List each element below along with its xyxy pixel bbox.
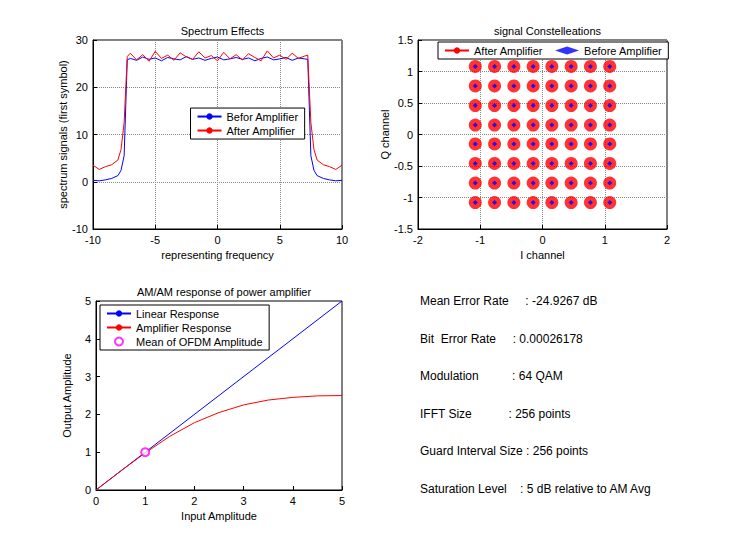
svg-text:1: 1 xyxy=(142,495,148,507)
svg-text:representing frequency: representing frequency xyxy=(161,249,274,261)
svg-text:After Amplifier: After Amplifier xyxy=(474,45,543,57)
svg-text:-1.5: -1.5 xyxy=(394,223,413,235)
svg-text:5: 5 xyxy=(85,295,91,307)
svg-text:30: 30 xyxy=(76,34,88,46)
svg-text:0: 0 xyxy=(407,129,413,141)
svg-text:Befor Amplifier: Befor Amplifier xyxy=(227,111,299,123)
svg-text:10: 10 xyxy=(336,234,348,246)
svg-text:Saturation Level : 5 dB rel: Saturation Level : 5 dB relative to AM A… xyxy=(420,482,651,496)
svg-text:-10: -10 xyxy=(72,223,88,235)
svg-text:Amplifier Response: Amplifier Response xyxy=(136,322,231,334)
svg-text:4: 4 xyxy=(290,495,296,507)
svg-text:5: 5 xyxy=(339,495,345,507)
svg-text:Output Amplitude: Output Amplitude xyxy=(61,353,73,437)
svg-text:Before Amplifier: Before Amplifier xyxy=(584,45,662,57)
svg-text:1.5: 1.5 xyxy=(398,34,413,46)
svg-text:-1: -1 xyxy=(403,192,413,204)
svg-text:Bit Error Rate : 0.000261: Bit Error Rate : 0.00026178 xyxy=(420,332,583,346)
svg-text:0: 0 xyxy=(93,495,99,507)
svg-text:2: 2 xyxy=(191,495,197,507)
svg-text:0: 0 xyxy=(85,484,91,496)
svg-text:Mean of OFDM Amplitude: Mean of OFDM Amplitude xyxy=(136,336,263,348)
svg-text:1: 1 xyxy=(602,234,608,246)
svg-text:Input Amplitude: Input Amplitude xyxy=(181,510,257,522)
svg-text:-1: -1 xyxy=(475,234,485,246)
svg-text:2: 2 xyxy=(664,234,670,246)
svg-text:0.5: 0.5 xyxy=(398,97,413,109)
svg-text:IFFT Size : 256 poin: IFFT Size : 256 points xyxy=(420,407,571,421)
svg-text:Modulation : 64 QAM: Modulation : 64 QAM xyxy=(420,369,563,383)
svg-text:10: 10 xyxy=(76,129,88,141)
svg-text:0: 0 xyxy=(214,234,220,246)
svg-text:Guard Interval Size : 256 poin: Guard Interval Size : 256 points xyxy=(420,444,588,458)
svg-text:5: 5 xyxy=(277,234,283,246)
svg-text:2: 2 xyxy=(85,408,91,420)
svg-text:0: 0 xyxy=(82,176,88,188)
svg-text:Mean Error Rate : -24.9267: Mean Error Rate : -24.9267 dB xyxy=(420,294,597,308)
svg-text:Linear Response: Linear Response xyxy=(136,308,219,320)
svg-text:4: 4 xyxy=(85,333,91,345)
svg-text:-0.5: -0.5 xyxy=(394,160,413,172)
svg-text:20: 20 xyxy=(76,81,88,93)
svg-text:Q channel: Q channel xyxy=(379,109,391,159)
svg-text:0: 0 xyxy=(539,234,545,246)
svg-text:1: 1 xyxy=(407,66,413,78)
svg-text:-5: -5 xyxy=(150,234,160,246)
svg-text:After Amplifier: After Amplifier xyxy=(227,125,296,137)
svg-text:3: 3 xyxy=(241,495,247,507)
svg-text:Spectrum Effects: Spectrum Effects xyxy=(181,25,265,37)
svg-text:signal Constelleations: signal Constelleations xyxy=(494,25,602,37)
svg-text:1: 1 xyxy=(85,446,91,458)
svg-text:spectrum signals (first symbol: spectrum signals (first symbol) xyxy=(57,60,69,209)
svg-text:AM/AM response of power amplif: AM/AM response of power amplifier xyxy=(137,286,312,298)
svg-text:I channel: I channel xyxy=(520,249,565,261)
svg-text:-10: -10 xyxy=(85,234,101,246)
svg-text:-2: -2 xyxy=(413,234,423,246)
svg-text:3: 3 xyxy=(85,371,91,383)
